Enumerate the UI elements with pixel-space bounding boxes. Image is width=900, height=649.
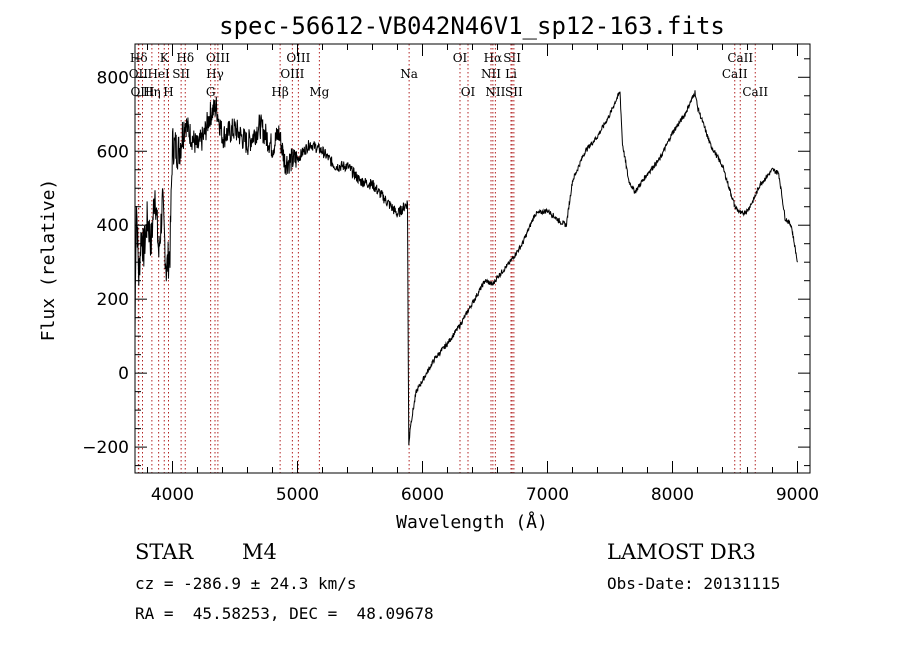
emission-line-label: Hα	[484, 51, 503, 65]
emission-line-label: G	[206, 85, 216, 99]
x-tick-label: 5000	[276, 485, 319, 505]
y-axis-label: Flux (relative)	[38, 179, 59, 342]
spectrum-line	[134, 90, 798, 446]
y-tick-label: 0	[118, 364, 129, 384]
axis-ticks: 4000 5000 6000 7000 8000 9000 −200 0 200 400 600 80…	[82, 44, 819, 505]
emission-line-label: SII	[172, 67, 190, 81]
emission-line-label: Hη	[143, 85, 161, 99]
emission-line-label: SII	[503, 51, 521, 65]
y-tick-label: 600	[97, 142, 129, 162]
emission-line-label: OIII	[206, 51, 230, 65]
emission-line-label: H	[163, 85, 173, 99]
emission-line-label: OI	[453, 51, 468, 65]
emission-line-label: SII	[505, 85, 523, 99]
x-tick-label: 4000	[151, 485, 194, 505]
x-tick-label: 9000	[776, 485, 819, 505]
chart-title: spec-56612-VB042N46V1_sp12-163.fits	[219, 12, 725, 40]
emission-line-label: Mg	[309, 85, 329, 99]
emission-line-label: OI	[461, 85, 476, 99]
object-class: STAR	[135, 540, 194, 564]
y-tick-label: 200	[97, 290, 129, 310]
emission-line-label: OIII	[280, 67, 304, 81]
x-tick-label: 7000	[526, 485, 569, 505]
emission-line-label: Li	[505, 67, 517, 81]
emission-line-label: HeI	[147, 67, 170, 81]
emission-line-label: CaII	[722, 67, 748, 81]
emission-line-label: Na	[400, 67, 418, 81]
y-tick-label: −200	[82, 438, 129, 458]
emission-line-label: Hβ	[271, 85, 288, 99]
plot-frame	[134, 43, 811, 474]
x-tick-label: 6000	[401, 485, 444, 505]
y-tick-label: 400	[97, 216, 129, 236]
emission-line-label: NII	[485, 85, 505, 99]
emission-line-label: CaII	[727, 51, 753, 65]
spectrum-series	[134, 90, 798, 446]
y-tick-label: 800	[97, 68, 129, 88]
emission-line-label: OIII	[286, 51, 310, 65]
emission-line-label: NII	[481, 67, 501, 81]
emission-line-label: K	[160, 51, 170, 65]
emission-line-label: OII	[129, 67, 149, 81]
object-subclass: M4	[242, 540, 277, 564]
observation-date: Obs-Date: 20131115	[607, 574, 781, 593]
x-tick-label: 8000	[651, 485, 694, 505]
emission-line-label: CaII	[742, 85, 768, 99]
emission-line-label: Hδ	[130, 51, 148, 65]
coordinates-readout: RA = 45.58253, DEC = 48.09678	[135, 604, 434, 623]
survey-name: LAMOST DR3	[607, 540, 756, 564]
spectrum-chart: spec-56612-VB042N46V1_sp12-163.fits Hδ OI…	[38, 12, 819, 533]
emission-line-label: Hδ	[176, 51, 194, 65]
x-axis-label: Wavelength (Å)	[396, 511, 548, 533]
emission-line-label: Hγ	[206, 67, 224, 81]
redshift-readout: cz = -286.9 ± 24.3 km/s	[135, 574, 357, 593]
